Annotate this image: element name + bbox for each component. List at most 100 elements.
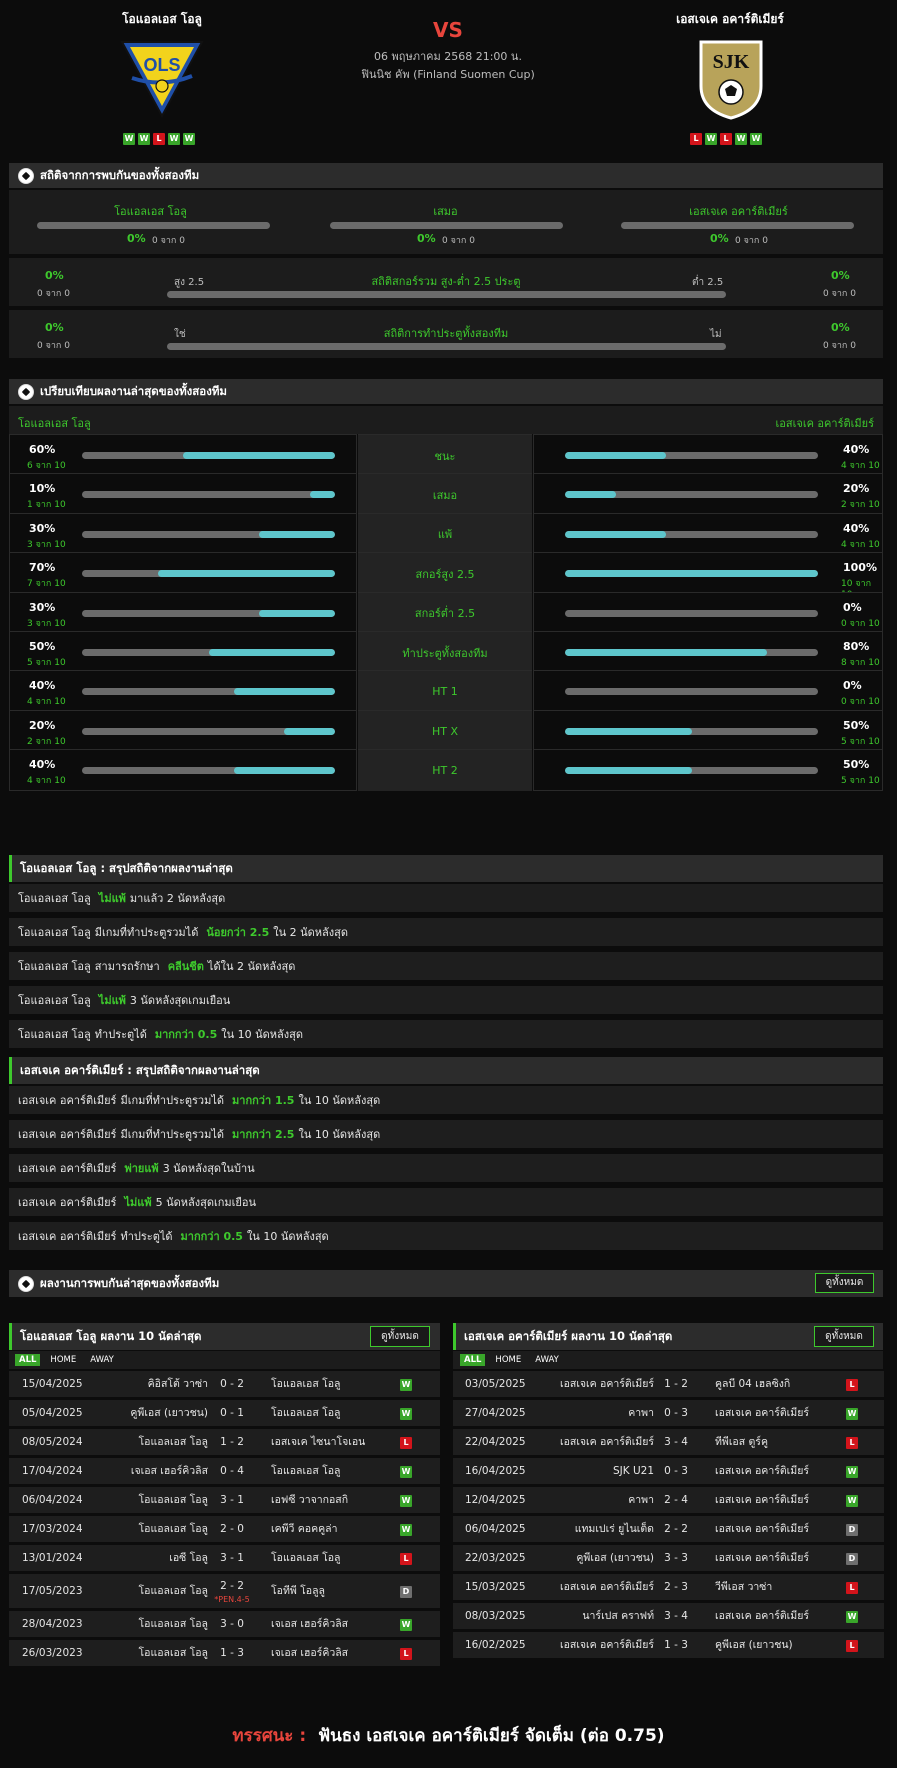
match-home-team: แทมเปเร่ ยูไนเต็ด: [574, 1523, 654, 1535]
match-score: 3 - 3: [664, 1552, 688, 1564]
match-score: 0 - 2: [220, 1378, 244, 1390]
home-bar: [82, 491, 335, 499]
away-bar: [565, 609, 818, 617]
h2h-away-bar: [621, 222, 854, 229]
home-bar-fill: [309, 491, 335, 499]
h2h-section-header: สถิติจากการพบกันของทั้งสองทีม: [9, 163, 883, 188]
h2h-away-sub: 0 จาก 0: [735, 236, 768, 246]
match-date: 12/04/2025: [465, 1494, 526, 1506]
home-bar: [82, 688, 335, 696]
away-bar: [565, 727, 818, 735]
summary-highlight: ไม่แพ้: [98, 994, 126, 1007]
match-away-team: เคพีวี คอคคูล่า: [271, 1523, 338, 1535]
home-sub: 5 จาก 10: [27, 658, 66, 668]
tab-home[interactable]: HOME: [50, 1355, 77, 1365]
summary-post: ใน 10 นัดหลังสุด: [221, 1028, 304, 1041]
view-all-home-button[interactable]: ดูทั้งหมด: [370, 1326, 430, 1347]
away-bar: [565, 688, 818, 696]
summary-post: 3 นัดหลังสุดในบ้าน: [162, 1162, 255, 1175]
result-badge: D: [846, 1523, 858, 1536]
match-date: 16/04/2025: [465, 1465, 526, 1477]
away-sub: 4 จาก 10: [841, 539, 880, 550]
away-logo-text: SJK: [713, 51, 750, 73]
view-all-away-button[interactable]: ดูทั้งหมด: [814, 1326, 874, 1347]
match-penalty-note: *PEN.4-5: [214, 1595, 250, 1604]
compare-label: HT X: [358, 709, 532, 752]
summary-team: เอสเจเค อคาร์ติเมียร์: [18, 1230, 117, 1243]
compare-home-cell: 60% 6 จาก 10: [9, 434, 357, 476]
table-row: 05/04/2025 คูพีเอส (เยาวชน) 0 - 1 โอแอลเอส …: [9, 1400, 440, 1427]
home-sub: 3 จาก 10: [27, 539, 66, 550]
match-away-team: เอฟซี วาจากอสกิ: [271, 1494, 349, 1506]
away-bar-fill: [565, 767, 692, 775]
away-team-logo: SJK: [697, 38, 765, 120]
form-badge: L: [720, 133, 732, 145]
summary-pre: สามารถรักษา: [94, 960, 160, 973]
tab-away[interactable]: AWAY: [90, 1355, 114, 1365]
summary-pre: มีเกมที่ทำประตูรวมได้: [120, 1094, 225, 1107]
away-recent-tabs: ALL HOME AWAY: [460, 1354, 563, 1366]
compare-row: 10% 1 จาก 10 เสมอ 20% 2 จาก 10: [9, 473, 883, 516]
summary-highlight: คลีนชีต: [167, 960, 204, 973]
match-away-team: คูพีเอส (เยาวชน): [715, 1639, 793, 1651]
compare-away-cell: 0% 0 จาก 10: [533, 670, 883, 713]
result-badge: W: [400, 1523, 412, 1536]
btts-right-label: ไม่: [710, 329, 722, 340]
match-date: 17/03/2024: [22, 1523, 83, 1535]
compare-label: HT 1: [358, 670, 532, 713]
match-date: 16/02/2025: [465, 1639, 526, 1651]
home-pct: 20%: [29, 718, 56, 732]
away-bar: [565, 649, 818, 656]
home-pct: 40%: [29, 679, 56, 693]
ou-right-pct: 0%: [831, 269, 850, 282]
form-badge: W: [138, 133, 150, 145]
away-pct: 50%: [843, 718, 870, 732]
tab-all[interactable]: ALL: [460, 1354, 486, 1366]
away-bar-fill: [565, 649, 768, 656]
result-badge: W: [846, 1494, 858, 1507]
match-score: 2 - 2: [664, 1523, 688, 1535]
form-badge: W: [183, 133, 195, 145]
away-pct: 40%: [843, 521, 870, 535]
match-score: 1 - 2: [664, 1378, 688, 1390]
match-away-team: เอสเจเค อคาร์ติเมียร์: [715, 1610, 809, 1622]
ou-right-sub: 0 จาก 0: [823, 289, 856, 299]
home-sub: 6 จาก 10: [27, 461, 66, 471]
summary-highlight: น้อยกว่า 2.5: [206, 926, 270, 939]
tab-all[interactable]: ALL: [15, 1354, 41, 1366]
tab-home[interactable]: HOME: [495, 1355, 522, 1365]
result-badge: W: [846, 1407, 858, 1420]
view-all-h2h-button[interactable]: ดูทั้งหมด: [815, 1273, 874, 1293]
away-summary-header: เอสเจเค อคาร์ติเมียร์ : สรุปสถิติจากผลงา…: [9, 1057, 883, 1084]
tab-away[interactable]: AWAY: [535, 1355, 559, 1365]
summary-highlight: มากกว่า 0.5: [180, 1230, 243, 1243]
form-badge: W: [705, 133, 717, 145]
home-team-logo: OLS: [118, 38, 206, 119]
match-home-team: คาพา: [628, 1494, 654, 1506]
summary-row: เอสเจเค อคาร์ติเมียร์ มีเกมที่ทำประตูรวมไ…: [9, 1086, 883, 1116]
match-date: 08/03/2025: [465, 1610, 526, 1622]
table-row: 06/04/2025 แทมเปเร่ ยูไนเต็ด 2 - 2 เอสเจเค …: [453, 1516, 884, 1543]
away-sub: 0 จาก 10: [841, 618, 880, 629]
summary-post: ใน 2 นัดหลังสุด: [273, 926, 349, 939]
home-bar-fill: [183, 452, 335, 459]
away-bar: [565, 570, 818, 578]
match-home-team: SJK U21: [612, 1465, 654, 1477]
h2h-away-pct: 0%: [710, 232, 729, 245]
table-row: 06/04/2024 โอแอลเอส โอลู 3 - 1 เอฟซี วาจากอ…: [9, 1487, 440, 1514]
compare-row: 30% 3 จาก 10 แพ้ 40% 4 จาก 10: [9, 512, 883, 555]
summary-team: โอแอลเอส โอลู: [18, 994, 91, 1007]
summary-highlight: ไม่แพ้: [98, 892, 126, 905]
verdict-text: ฟันธง เอสเจเค อคาร์ติเมียร์ จัดเต็ม (ต่อ…: [318, 1726, 665, 1746]
match-home-team: โอแอลเอส โอลู: [138, 1585, 208, 1597]
table-row: 27/04/2025 คาพา 0 - 3 เอสเจเค อคาร์ติเมียร์…: [453, 1400, 884, 1427]
match-score: 3 - 0: [220, 1618, 244, 1630]
result-badge: W: [846, 1465, 858, 1478]
match-datetime: 06 พฤษภาคม 2568 21:00 น.: [374, 50, 522, 63]
compare-away-cell: 40% 4 จาก 10: [533, 434, 883, 476]
home-pct: 30%: [29, 600, 56, 614]
match-score: 2 - 4: [664, 1494, 688, 1506]
h2h-btts-panel: 0% 0 จาก 0 ใช่ สถิติการทำประตูทั้งสองทีม…: [9, 310, 883, 358]
table-row: 12/04/2025 คาพา 2 - 4 เอสเจเค อคาร์ติเมียร์…: [453, 1487, 884, 1514]
